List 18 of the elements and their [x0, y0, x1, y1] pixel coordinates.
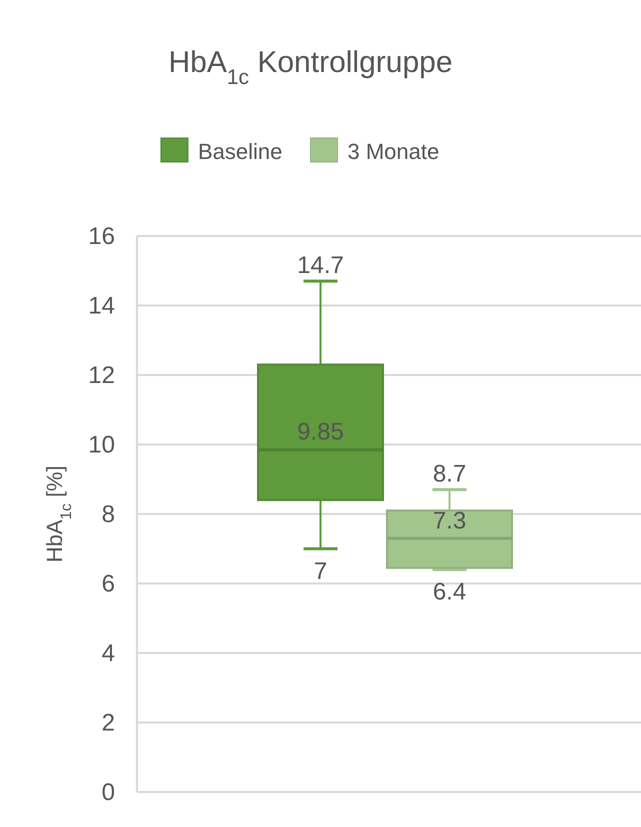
annotation: 8.7: [432, 460, 466, 488]
legend-label: Baseline: [198, 139, 282, 164]
y-tick-label: 16: [88, 223, 115, 250]
annotation: 6.4: [432, 578, 466, 606]
y-tick-label: 8: [102, 501, 115, 528]
legend-label: 3 Monate: [348, 139, 440, 164]
y-tick-label: 4: [102, 640, 115, 667]
annotation: 7: [314, 558, 328, 585]
y-tick-label: 14: [88, 292, 115, 320]
y-tick-label: 0: [102, 779, 115, 806]
y-tick-label: 12: [88, 362, 115, 389]
y-tick-label: 2: [102, 710, 115, 736]
chart-title: HbA$_{1c}$ Kontrollgruppe: [168, 46, 453, 88]
annotation: 9.85: [297, 418, 344, 446]
y-tick-label: 10: [88, 432, 115, 458]
y-tick-label: 6: [102, 570, 115, 598]
annotation: 14.7: [297, 252, 344, 280]
annotation: 7.3: [432, 507, 466, 534]
